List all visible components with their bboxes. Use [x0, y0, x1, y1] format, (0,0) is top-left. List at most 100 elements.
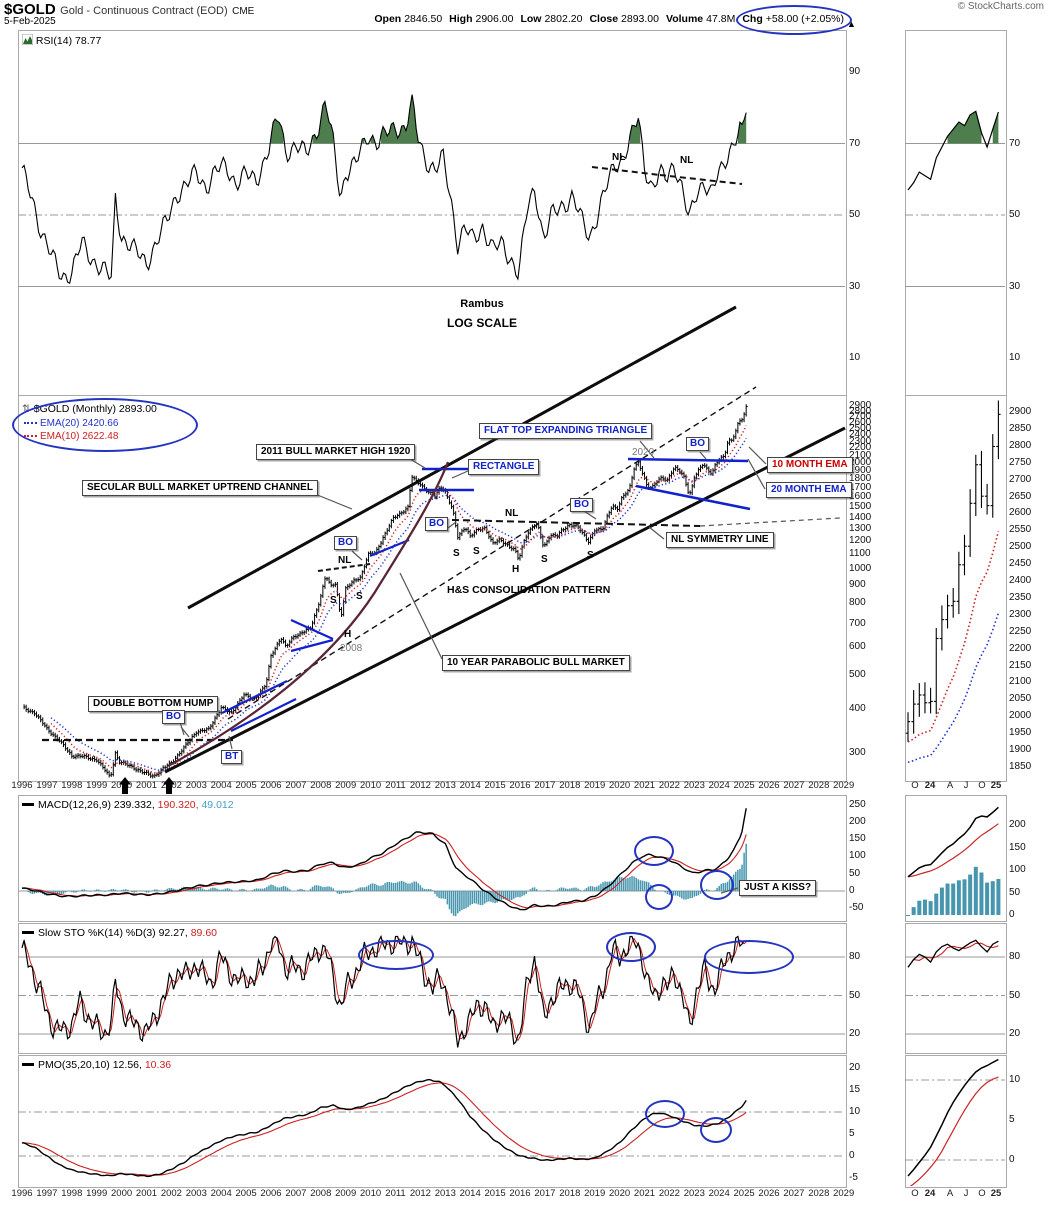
- axis-label: 2900: [849, 400, 872, 412]
- mini-axis-label: A: [946, 1188, 954, 1199]
- pmo-legend: PMO(35,20,10) 12.56, 10.36: [22, 1059, 171, 1072]
- year-axis-label: 2018: [559, 1188, 581, 1199]
- year-axis-label: 2021: [633, 780, 656, 791]
- year-axis-label: 1996: [11, 1188, 33, 1199]
- rsi-panel: [18, 30, 847, 397]
- callout-just-a-kiss: JUST A KISS?: [739, 880, 817, 896]
- macd-value-3: 49.012: [201, 799, 234, 811]
- axis-label: 100: [1009, 864, 1026, 875]
- sto-line-icon: [22, 930, 34, 934]
- axis-label: 5: [1009, 1114, 1015, 1125]
- label-bo-2012: BO: [425, 517, 448, 531]
- year-axis-label: 2000: [111, 1188, 133, 1199]
- year-axis-label: 1998: [61, 1188, 83, 1199]
- year-axis-label: 2007: [285, 1188, 307, 1199]
- label-shoulder: S: [330, 595, 337, 606]
- year-axis-label: 2002: [160, 780, 182, 791]
- year-axis-label: 2010: [360, 1188, 382, 1199]
- scroll-up-icon[interactable]: ▲: [847, 19, 856, 29]
- label-head: H: [512, 564, 520, 575]
- year-axis-label: 2021: [633, 1188, 656, 1199]
- field-label-high: High: [449, 13, 473, 25]
- axis-label: 1500: [849, 501, 872, 513]
- label-bo-2019: BO: [570, 498, 593, 512]
- year-axis-label: 2009: [335, 780, 357, 791]
- updown-arrows-icon: ⇅: [22, 403, 31, 415]
- year-axis-label: 1998: [61, 780, 83, 791]
- axis-label: 900: [849, 579, 866, 591]
- mini-axis-label: J: [963, 1188, 969, 1199]
- year-axis-label: 2027: [783, 1188, 805, 1199]
- axis-label: 2200: [849, 442, 872, 454]
- year-axis-label: 2029: [833, 780, 855, 791]
- axis-label: 50: [849, 867, 861, 879]
- year-axis-label: 2012: [409, 780, 431, 791]
- axis-label: 2750: [1009, 456, 1032, 468]
- axis-label: 10: [849, 1106, 861, 1117]
- year-axis-label: 2018: [559, 780, 581, 791]
- axis-label: 20: [849, 1027, 861, 1039]
- axis-label: 2700: [1009, 473, 1032, 485]
- axis-label: -50: [849, 902, 864, 914]
- mini-axis-label: O: [978, 1188, 986, 1199]
- field-label-close: Close: [589, 13, 619, 25]
- axis-label: 50: [849, 989, 861, 1001]
- year-axis-label: 2016: [509, 780, 531, 791]
- axis-label: 2200: [1009, 642, 1032, 654]
- axis-label: 0: [1009, 909, 1015, 920]
- year-axis-label: 2005: [235, 1188, 257, 1199]
- year-axis-label: 2025: [733, 780, 755, 791]
- mini-axis-label: O: [978, 780, 986, 791]
- year-axis-label: 1997: [36, 1188, 58, 1199]
- label-head: H: [344, 629, 352, 640]
- callout-rectangle: RECTANGLE: [468, 459, 540, 475]
- year-axis-label: 2026: [758, 1188, 780, 1199]
- sto-value-2: 89.60: [190, 927, 217, 939]
- field-label-open: Open: [374, 13, 402, 25]
- year-axis-label: 2012: [409, 1188, 431, 1199]
- axis-label: 2300: [1009, 608, 1032, 620]
- year-axis-label: 2025: [733, 1188, 755, 1199]
- field-label-chg: Chg: [742, 13, 763, 25]
- label-nl-rsi-1: NL: [612, 152, 626, 163]
- year-axis-label: 2023: [683, 1188, 705, 1199]
- callout-2011-high: 2011 BULL MARKET HIGH 1920: [256, 444, 416, 460]
- axis-label: 600: [849, 641, 866, 653]
- chart-date: 5-Feb-2025: [4, 16, 56, 27]
- axis-label: 2800: [849, 405, 872, 417]
- year-axis-label: 2000: [111, 780, 133, 791]
- mini-axis-label: A: [946, 780, 954, 791]
- axis-label: 150: [849, 833, 866, 845]
- axis-label: 200: [1009, 819, 1026, 830]
- mini-axis-label: 24: [924, 780, 936, 791]
- macd-line-icon: [22, 802, 34, 806]
- label-year-2020: 2020: [632, 447, 655, 458]
- label-nl-price-2: NL: [505, 508, 519, 519]
- label-shoulder: S: [473, 546, 480, 557]
- year-axis-label: 2006: [260, 1188, 282, 1199]
- year-axis-label: 2008: [310, 1188, 332, 1199]
- axis-label: 400: [849, 703, 866, 715]
- axis-label: 2000: [1009, 710, 1032, 722]
- axis-label: 2050: [1009, 693, 1032, 705]
- year-axis-label: 2027: [783, 780, 805, 791]
- year-axis-label: 2023: [683, 780, 705, 791]
- mini-sto-panel: [905, 923, 1007, 1054]
- mini-macd-panel: [905, 795, 1007, 922]
- axis-label: 1800: [849, 473, 872, 485]
- sto-name: Slow STO %K(14) %D(3): [38, 927, 156, 939]
- highlight-ellipse-pmo-1: [645, 1100, 685, 1128]
- year-axis-label: 2028: [808, 780, 830, 791]
- year-axis-label: 2020: [609, 1188, 631, 1199]
- year-axis-label: 1996: [11, 780, 33, 791]
- axis-label: 5: [849, 1128, 855, 1139]
- axis-label: 2500: [849, 422, 872, 434]
- axis-label: 700: [849, 617, 866, 629]
- year-axis-label: 2015: [484, 1188, 506, 1199]
- year-axis-label: 2004: [210, 780, 232, 791]
- axis-label: 2500: [1009, 541, 1032, 553]
- axis-label: 250: [849, 798, 866, 810]
- axis-label: 10: [849, 352, 861, 363]
- highlight-ellipse-sto-2: [606, 932, 656, 962]
- year-axis-label: 2019: [584, 1188, 606, 1199]
